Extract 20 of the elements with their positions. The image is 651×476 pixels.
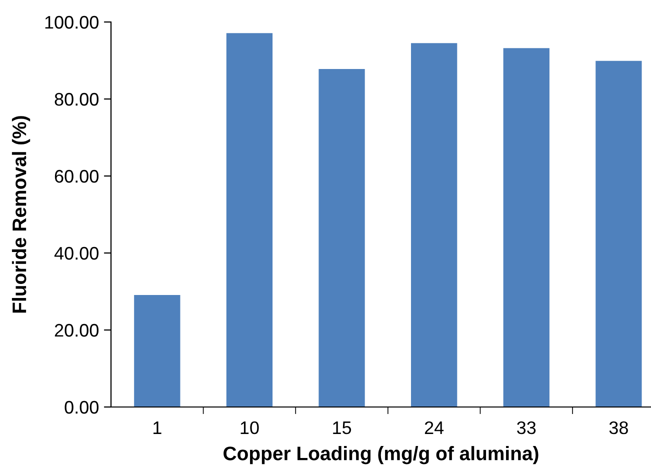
bar: [596, 60, 642, 407]
x-tick-label: 10: [240, 421, 259, 434]
y-tick-label: 20.00: [54, 324, 98, 337]
x-tick-label: 15: [333, 422, 352, 434]
y-tick-label: 80.00: [54, 92, 98, 106]
bar: [134, 294, 180, 407]
y-axis-title: Fluoride Removal (%): [12, 116, 30, 313]
bar: [503, 48, 550, 407]
x-tick-label: 33: [517, 421, 536, 434]
y-tick-label: 100.00: [45, 16, 98, 29]
y-tick-label: 0.00: [64, 400, 98, 414]
x-tick-label: 24: [424, 421, 444, 434]
bar: [411, 43, 458, 407]
x-tick-label: 1: [154, 422, 162, 434]
bar: [226, 33, 273, 407]
y-tick-label: 60.00: [54, 170, 98, 183]
x-tick-label: 38: [609, 421, 628, 434]
bar: [318, 68, 365, 407]
x-axis-title: Copper Loading (mg/g of alumina): [224, 446, 538, 464]
y-tick-label: 40.00: [54, 246, 98, 260]
